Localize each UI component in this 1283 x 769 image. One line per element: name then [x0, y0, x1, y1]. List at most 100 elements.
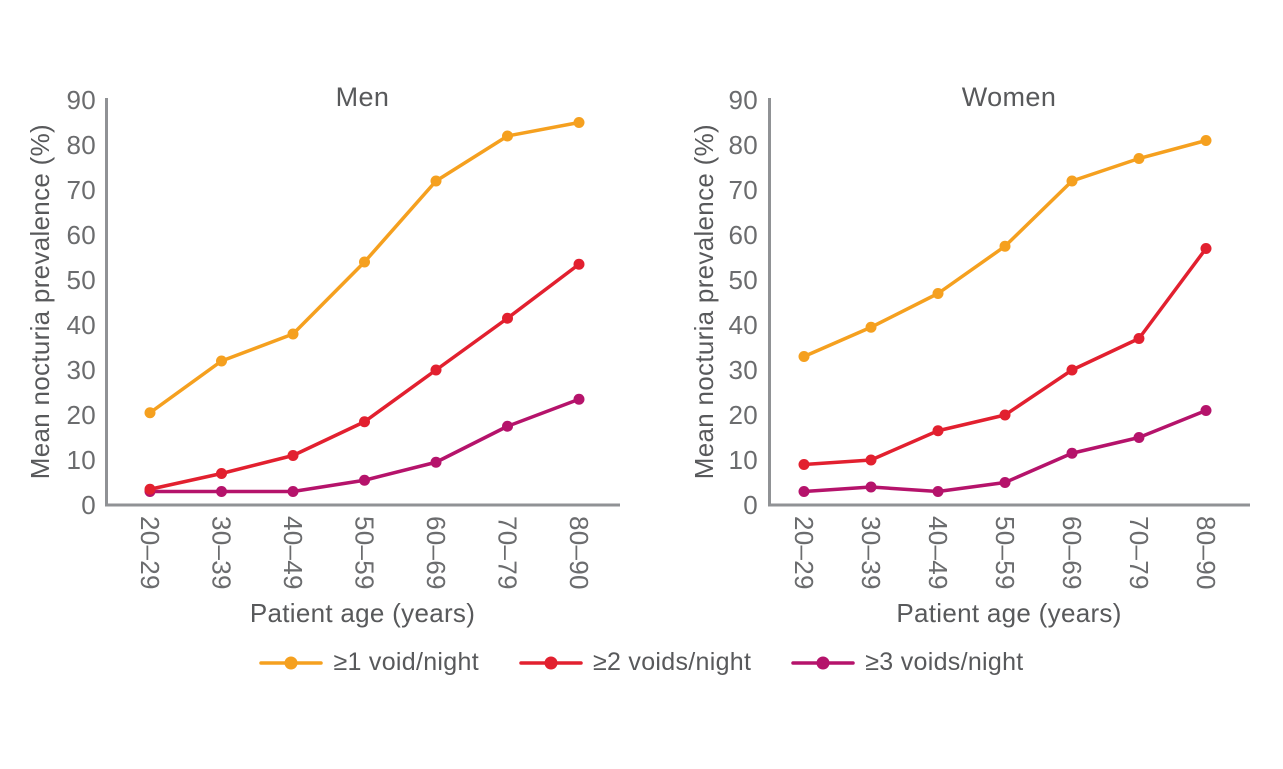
plot-area-men: [105, 98, 620, 507]
x-tick: 80–90: [564, 516, 594, 596]
y-tick-label: 80: [66, 130, 96, 160]
data-point-marker: [932, 288, 944, 299]
data-point-marker: [359, 416, 370, 428]
legend-marker-ge1-void-icon: [259, 656, 324, 669]
data-point-marker: [1133, 432, 1145, 443]
legend: ≥1 void/night ≥2 voids/night ≥3 voids/ni…: [0, 648, 1283, 677]
data-point-marker: [216, 468, 227, 479]
data-point-marker: [502, 420, 513, 432]
axis-lines: [768, 98, 1250, 507]
legend-marker-ge2-voids-icon: [519, 656, 583, 669]
data-point-marker: [359, 474, 370, 486]
legend-marker-ge3-voids-icon: [791, 656, 855, 669]
x-tick-label: 40–49: [923, 516, 953, 590]
legend-item-ge1-void: ≥1 void/night: [259, 648, 479, 677]
data-point-marker: [865, 454, 877, 466]
x-tick: 40–49: [278, 516, 308, 596]
x-tick: 60–69: [1057, 516, 1087, 596]
y-tick-label: 0: [743, 490, 758, 520]
data-point-marker: [1066, 175, 1078, 187]
data-point-marker: [144, 407, 156, 419]
data-point-marker: [1133, 153, 1145, 164]
data-point-marker: [1066, 447, 1078, 459]
series-line-1: [149, 262, 581, 491]
data-point-marker: [359, 256, 370, 268]
data-point-marker: [1066, 364, 1078, 376]
data-point-marker: [573, 393, 585, 405]
data-point-marker: [216, 486, 227, 497]
chart-title-men: Men: [335, 82, 390, 112]
y-tick-label: 60: [66, 220, 96, 250]
data-point-marker: [798, 351, 810, 362]
y-tick-label: 30: [728, 355, 758, 385]
x-tick: 20–29: [135, 516, 165, 596]
y-tick-label: 30: [66, 355, 96, 385]
data-point-marker: [430, 364, 442, 376]
data-point-marker: [1200, 243, 1212, 254]
x-tick: 60–69: [421, 516, 451, 596]
legend-item-ge2-voids: ≥2 voids/night: [519, 648, 751, 677]
data-point-marker: [287, 328, 299, 340]
x-tick-label: 20–29: [789, 516, 819, 590]
x-tick: 20–29: [789, 516, 819, 596]
y-tick-label: 70: [66, 175, 96, 205]
y-tick-label: 20: [66, 400, 96, 430]
chart-title-women: Women: [961, 82, 1057, 112]
data-point-marker: [1133, 333, 1145, 344]
x-tick: 70–79: [493, 516, 523, 596]
x-tick-label: 40–49: [278, 516, 308, 590]
legend-label-ge2-voids: ≥2 voids/night: [592, 648, 752, 676]
data-point-marker: [932, 425, 944, 437]
x-tick-label: 30–39: [206, 516, 237, 590]
y-tick-label: 40: [728, 310, 758, 340]
data-point-marker: [1200, 405, 1212, 416]
x-tick-label: 50–59: [990, 516, 1020, 590]
x-tick-label: 20–29: [135, 516, 165, 590]
data-point-marker: [502, 312, 513, 324]
legend-label-ge1-void: ≥1 void/night: [333, 648, 479, 676]
data-point-marker: [932, 486, 944, 497]
x-tick: 70–79: [1124, 516, 1154, 596]
x-tick: 50–59: [990, 516, 1020, 596]
x-axis-label-men: Patient age (years): [249, 598, 476, 628]
x-tick-label: 70–79: [1124, 516, 1154, 590]
data-point-marker: [798, 459, 810, 470]
x-tick: 40–49: [923, 516, 953, 596]
y-tick-label: 10: [66, 445, 96, 475]
data-point-marker: [502, 130, 513, 142]
y-tick-label: 10: [728, 445, 758, 475]
y-tick-label: 90: [728, 85, 758, 115]
data-point-marker: [287, 450, 299, 461]
x-tick-label: 80–90: [1191, 516, 1221, 590]
data-point-marker: [144, 483, 156, 495]
x-tick: 30–39: [207, 516, 237, 596]
x-tick-label: 50–59: [349, 516, 380, 590]
data-point-marker: [999, 409, 1011, 421]
data-point-marker: [216, 355, 227, 367]
y-axis-ticks-women: 0 10 20 30 40 50 60 70 80 90: [702, 0, 758, 769]
y-tick-label: 40: [66, 310, 96, 340]
data-point-marker: [287, 486, 299, 497]
y-tick-label: 60: [728, 220, 758, 250]
plot-area-women: [768, 98, 1250, 507]
x-tick: 30–39: [856, 516, 886, 596]
data-point-marker: [573, 117, 585, 128]
series-line-0: [148, 120, 580, 415]
y-tick-label: 20: [728, 400, 758, 430]
axis-lines: [105, 98, 620, 507]
y-axis-ticks-men: 0 10 20 30 40 50 60 70 80 90: [40, 0, 96, 769]
x-tick-label: 80–90: [564, 516, 594, 590]
x-tick-label: 60–69: [421, 516, 451, 590]
y-tick-label: 50: [66, 265, 96, 295]
legend-label-ge3-voids: ≥3 voids/night: [865, 648, 1024, 676]
data-point-marker: [430, 175, 442, 187]
data-point-marker: [573, 258, 585, 270]
y-tick-label: 50: [728, 265, 758, 295]
y-tick-label: 0: [81, 490, 96, 520]
x-tick-label: 70–79: [492, 516, 523, 590]
data-point-marker: [798, 486, 810, 497]
y-tick-label: 90: [66, 85, 96, 115]
series-line-1: [803, 247, 1208, 467]
data-point-marker: [865, 481, 877, 493]
